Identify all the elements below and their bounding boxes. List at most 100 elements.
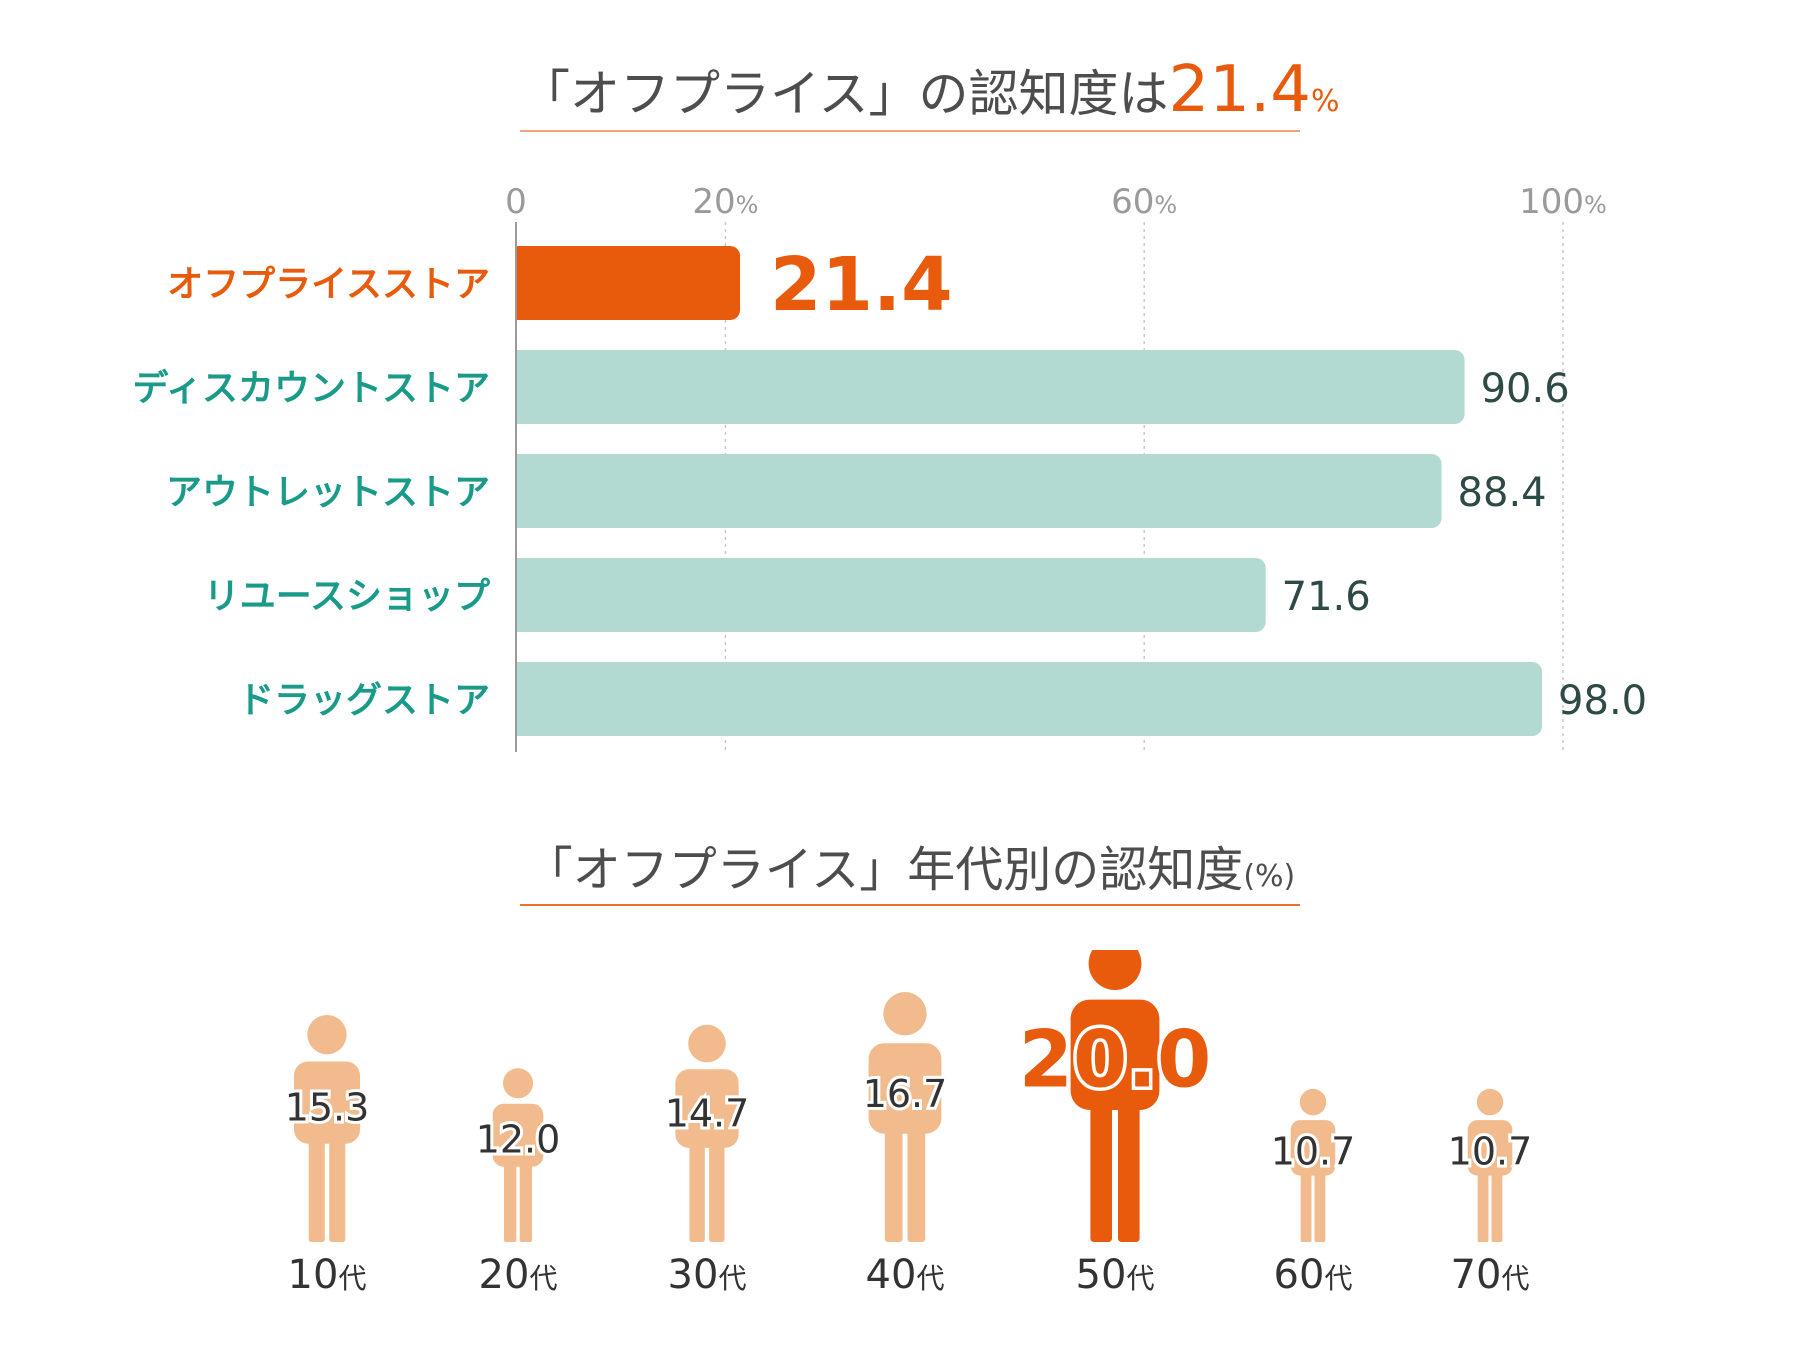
figure-value-label: 14.7: [665, 1092, 750, 1136]
age-section-title-underline: [520, 904, 1300, 906]
age-category-label: 60代: [1274, 1252, 1353, 1298]
figure-left-leg: [689, 1144, 705, 1242]
figure-left-leg: [308, 1140, 325, 1242]
age-category-suffix: 代: [529, 1262, 557, 1295]
figure-head: [688, 1024, 726, 1063]
figure-left-leg: [884, 1129, 903, 1242]
figure-left-leg: [1477, 1173, 1489, 1242]
figure-right-leg: [709, 1144, 725, 1242]
bar-left-edge: [516, 454, 528, 528]
age-figure: [868, 992, 942, 1242]
bar: [516, 246, 741, 320]
figure-right-leg: [1491, 1173, 1503, 1242]
age-category-number: 70: [1451, 1252, 1502, 1298]
figure-head: [307, 1014, 347, 1055]
figure-head: [502, 1068, 534, 1099]
figure-body: [868, 1043, 942, 1134]
main-title-underline: [520, 130, 1300, 132]
bar-left-edge: [516, 662, 528, 736]
age-category-suffix: 代: [1324, 1262, 1352, 1295]
category-label: リユースショップ: [204, 576, 490, 617]
age-category-number: 20: [479, 1252, 530, 1298]
axis-tick-unit: %: [736, 191, 759, 219]
category-label: ディスカウントストア: [133, 367, 490, 409]
main-title-unit: %: [1311, 84, 1340, 119]
age-section-title: 「オフプライス」年代別の認知度(%): [520, 832, 1300, 915]
age-category-suffix: 代: [338, 1262, 366, 1295]
figure-head: [1476, 1088, 1504, 1116]
age-category-number: 60: [1274, 1252, 1325, 1298]
age-category-label: 50代: [1076, 1252, 1155, 1298]
age-section-title-unit: (%): [1243, 859, 1296, 894]
age-category-number: 40: [866, 1252, 917, 1298]
figure-value-label: 10.7: [1271, 1130, 1356, 1174]
category-label: アウトレットストア: [166, 472, 490, 513]
age-category-suffix: 代: [1501, 1262, 1529, 1295]
axis-tick-unit: %: [1584, 191, 1607, 219]
figure-right-leg: [519, 1164, 533, 1242]
figure-right-leg: [907, 1129, 926, 1242]
figure-left-leg: [1300, 1173, 1312, 1242]
age-category-label: 20代: [479, 1252, 558, 1298]
figure-body: [293, 1061, 361, 1144]
bar-value-label: 90.6: [1481, 366, 1570, 412]
figure-body: [675, 1069, 739, 1148]
age-category-label: 10代: [288, 1252, 367, 1298]
bar-left-edge: [516, 558, 528, 632]
age-category-suffix: 代: [916, 1262, 944, 1295]
age-figure: [492, 1068, 544, 1242]
main-title: 「オフプライス」の認知度は21.4%: [520, 52, 1340, 140]
bar-value-label: 88.4: [1458, 470, 1547, 516]
age-category-label: 30代: [668, 1252, 747, 1298]
figure-left-leg: [503, 1164, 517, 1242]
figure-body: [1290, 1120, 1336, 1176]
bar-value-label-highlight: 21.4: [770, 242, 953, 328]
axis-tick-label: 20%: [692, 182, 758, 222]
bar: [516, 454, 1442, 528]
age-category-number: 10: [288, 1252, 339, 1298]
figure-right-leg: [1118, 1105, 1140, 1242]
age-pictogram-chart: 15.310代12.020代14.730代16.740代20.050代10.76…: [282, 950, 1535, 1298]
axis-tick-unit: %: [1154, 191, 1177, 219]
age-section-title-text: 「オフプライス」年代別の認知度: [524, 842, 1244, 898]
figure-body: [492, 1103, 544, 1167]
age-figure: [1290, 1088, 1336, 1242]
bar: [516, 558, 1266, 632]
figure-value-label: 16.7: [863, 1072, 948, 1116]
age-category-label: 40代: [866, 1252, 945, 1298]
figure-left-leg: [1090, 1105, 1112, 1242]
main-title-value: 21.4: [1168, 53, 1312, 127]
age-figure: [293, 1014, 361, 1242]
axis-tick-value: 20: [692, 182, 735, 222]
age-category-suffix: 代: [1126, 1262, 1154, 1295]
axis-tick-value: 60: [1111, 182, 1154, 222]
age-category-suffix: 代: [718, 1262, 746, 1295]
axis-tick-value: 0: [505, 182, 527, 222]
bar-value-label: 98.0: [1558, 678, 1647, 724]
axis-tick-label: 0: [505, 182, 527, 222]
figure-head: [1299, 1088, 1327, 1116]
figure-head: [883, 992, 927, 1036]
age-figure: [1467, 1088, 1513, 1242]
category-label: オフプライスストア: [167, 264, 490, 305]
figure-body: [1467, 1120, 1513, 1176]
figure-right-leg: [1314, 1173, 1326, 1242]
figure-right-leg: [329, 1140, 346, 1242]
axis-tick-label: 100%: [1519, 182, 1607, 222]
axis-tick-value: 100: [1519, 182, 1584, 222]
bar: [516, 350, 1465, 424]
figure-body: [1070, 999, 1160, 1110]
figure-value-label: 10.7: [1448, 1130, 1533, 1174]
age-figure: [1070, 950, 1160, 1242]
axis-tick-label: 60%: [1111, 182, 1177, 222]
bar: [516, 662, 1543, 736]
figure-value-label-highlight: 20.0: [1019, 1015, 1211, 1105]
age-category-number: 30: [668, 1252, 719, 1298]
age-category-label: 70代: [1451, 1252, 1530, 1298]
main-title-text: 「オフプライス」の認知度は: [520, 65, 1169, 123]
age-category-number: 50: [1076, 1252, 1127, 1298]
bar-value-label: 71.6: [1282, 574, 1371, 620]
figure-value-label: 15.3: [285, 1086, 370, 1130]
